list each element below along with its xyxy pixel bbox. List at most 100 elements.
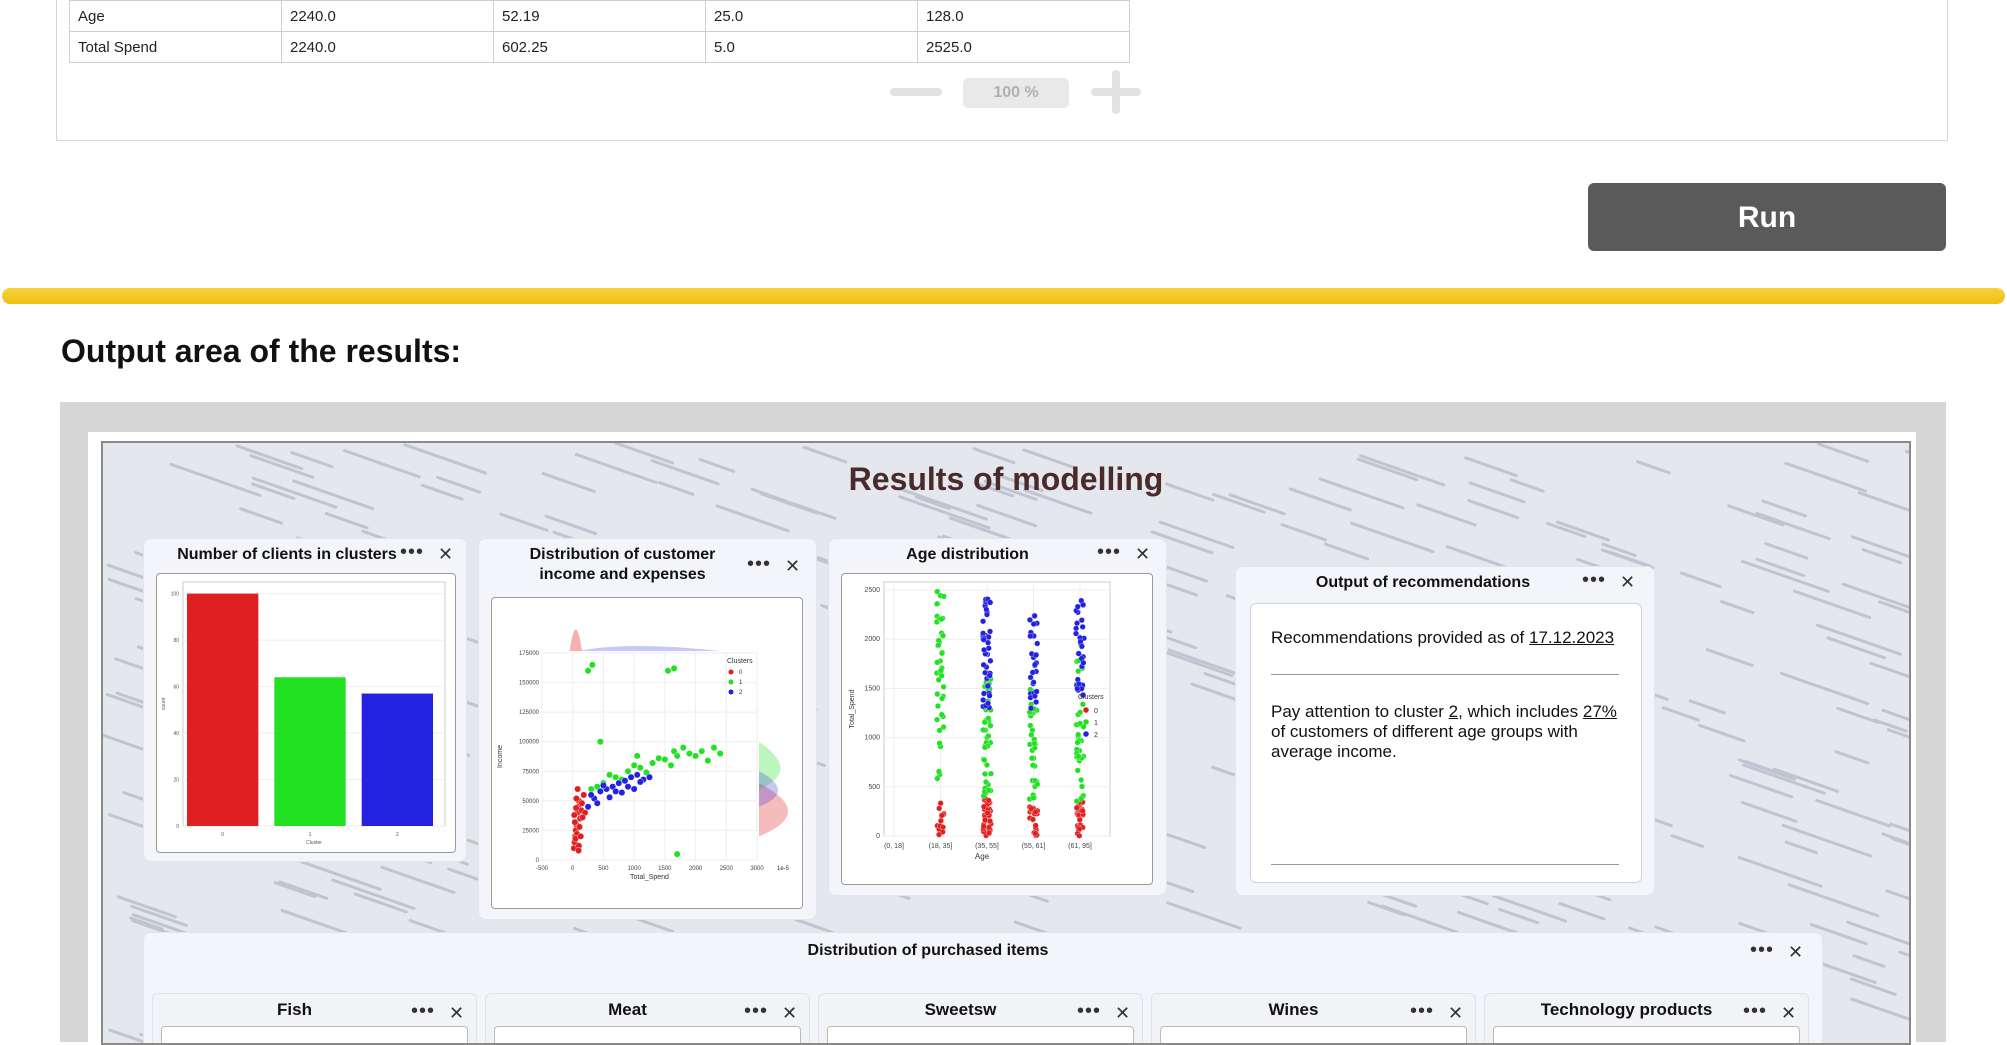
card-recommendations[interactable]: Output of recommendations ••• ✕ Recommen… xyxy=(1235,566,1655,896)
recommendation-text: Pay attention to cluster 2, which includ… xyxy=(1271,702,1631,762)
dashboard-canvas: Results of modelling Number of clients i… xyxy=(101,441,1911,1045)
scatter-point xyxy=(1075,753,1082,760)
close-icon[interactable]: ✕ xyxy=(785,556,801,576)
pattern-stroke xyxy=(1740,801,1798,823)
scatter-point xyxy=(1030,679,1037,686)
more-options-icon[interactable]: ••• xyxy=(1750,939,1775,961)
zoom-out-button[interactable] xyxy=(890,88,942,96)
table-cell: 52.19 xyxy=(493,0,706,32)
pattern-stroke xyxy=(436,475,482,494)
close-icon[interactable]: ✕ xyxy=(1448,1003,1464,1023)
pattern-stroke xyxy=(1670,834,1704,848)
scatter-point xyxy=(980,803,987,810)
scatter-point xyxy=(980,697,987,703)
pattern-stroke xyxy=(1792,589,1872,619)
card-purchased-items[interactable]: Distribution of purchased items ••• ✕ Fi… xyxy=(143,932,1823,1043)
scatter-point xyxy=(985,700,991,707)
purchased-item-card[interactable]: Sweetsw ••• ✕ xyxy=(818,993,1143,1043)
scatter-point xyxy=(1078,777,1085,783)
pattern-stroke xyxy=(1324,542,1370,561)
close-icon[interactable]: ✕ xyxy=(1781,1003,1797,1023)
more-options-icon[interactable]: ••• xyxy=(1743,1000,1768,1022)
table-cell: 2525.0 xyxy=(917,31,1130,63)
scatter-point xyxy=(576,823,583,831)
purchased-item-card[interactable]: Meat ••• ✕ xyxy=(485,993,810,1043)
pattern-stroke xyxy=(353,892,408,914)
scatter-point xyxy=(980,726,987,733)
pattern-stroke xyxy=(1555,520,1610,542)
rec-percent: 27% xyxy=(1582,702,1617,721)
x-tick-label: (55, 61] xyxy=(1022,843,1046,850)
close-icon[interactable]: ✕ xyxy=(1115,1003,1131,1023)
marginal-density-y xyxy=(759,783,788,837)
scatter-point xyxy=(934,659,941,666)
scatter-point xyxy=(1078,617,1085,624)
purchased-item-card[interactable]: Wines ••• ✕ xyxy=(1151,993,1476,1043)
card-income-expenses[interactable]: Distribution of customer income and expe… xyxy=(478,538,817,920)
zoom-in-button[interactable] xyxy=(1091,70,1141,114)
pattern-stroke xyxy=(1468,481,1526,504)
close-icon[interactable]: ✕ xyxy=(782,1003,798,1023)
table-row: Total Spend 2240.0 602.25 5.0 2525.0 xyxy=(69,31,1130,63)
close-icon[interactable]: ✕ xyxy=(1620,572,1636,592)
pattern-stroke xyxy=(1817,443,1870,463)
y-tick-label: 0 xyxy=(176,824,179,830)
close-icon[interactable]: ✕ xyxy=(438,544,454,564)
scatter-point xyxy=(981,744,988,751)
purchased-item-card[interactable]: Technology products ••• ✕ xyxy=(1484,993,1809,1043)
more-options-icon[interactable]: ••• xyxy=(1410,1000,1435,1022)
card-title-line1: Distribution of customer xyxy=(529,546,716,563)
scatter-point xyxy=(1079,692,1086,699)
scatter-point xyxy=(1074,739,1081,746)
purchased-item-title: Wines xyxy=(1268,1000,1319,1019)
more-options-icon[interactable]: ••• xyxy=(1582,569,1607,591)
pattern-stroke xyxy=(1203,672,1242,688)
more-options-icon[interactable]: ••• xyxy=(411,1000,436,1022)
card-age-distribution[interactable]: Age distribution ••• ✕ 0 500 1000 1500 2000 2… xyxy=(828,538,1167,896)
table-cell: 602.25 xyxy=(493,31,706,63)
pattern-stroke xyxy=(1779,671,1870,706)
scatter-point xyxy=(686,750,693,757)
pattern-stroke xyxy=(1809,923,1868,946)
more-options-icon[interactable]: ••• xyxy=(400,541,425,563)
pattern-stroke xyxy=(128,916,164,931)
more-options-icon[interactable]: ••• xyxy=(744,1000,769,1022)
legend-marker xyxy=(1083,731,1089,737)
table-cell: 2240.0 xyxy=(281,0,494,32)
pattern-stroke xyxy=(972,447,1016,465)
scatter-point xyxy=(987,657,994,664)
income-scatter-chart: 0250005000075000100000125000150000175000… xyxy=(497,629,790,881)
scatter-point xyxy=(1031,612,1038,619)
scatter-point xyxy=(934,716,940,723)
x-tick-label: (0, 18] xyxy=(884,843,904,850)
scatter-point xyxy=(1074,620,1080,627)
more-options-icon[interactable]: ••• xyxy=(1097,541,1122,563)
close-icon[interactable]: ✕ xyxy=(1788,942,1804,962)
scatter-point xyxy=(1073,804,1080,811)
pattern-stroke xyxy=(1492,894,1568,923)
scatter-point xyxy=(588,661,596,669)
scatter-point xyxy=(1079,783,1085,790)
more-options-icon[interactable]: ••• xyxy=(747,553,772,575)
close-icon[interactable]: ✕ xyxy=(449,1003,465,1023)
y-axis-label: Income xyxy=(497,745,504,768)
y-tick-label: 100 xyxy=(171,592,180,598)
scatter-point xyxy=(1034,781,1041,788)
scatter-point xyxy=(1073,630,1079,637)
scatter-point xyxy=(936,831,942,838)
card-clients-in-clusters[interactable]: Number of clients in clusters ••• ✕ 0 20 4… xyxy=(143,538,467,862)
purchased-item-card[interactable]: Fish ••• ✕ xyxy=(152,993,477,1043)
scatter-point xyxy=(1032,830,1039,837)
y-tick-label: 125000 xyxy=(519,710,540,716)
legend-label: 2 xyxy=(739,690,743,696)
run-button[interactable]: Run xyxy=(1588,183,1946,251)
pattern-stroke xyxy=(292,479,375,511)
scatter-point xyxy=(981,719,988,726)
x-tick-label: (35, 55] xyxy=(975,843,999,850)
pattern-stroke xyxy=(715,504,790,533)
close-icon[interactable]: ✕ xyxy=(1135,544,1151,564)
scatter-point xyxy=(578,799,586,807)
more-options-icon[interactable]: ••• xyxy=(1077,1000,1102,1022)
legend-label: 0 xyxy=(739,670,743,676)
income-scatter-box: 0 25000 50000 75000 100000 125000 150000 175000… xyxy=(491,597,803,909)
